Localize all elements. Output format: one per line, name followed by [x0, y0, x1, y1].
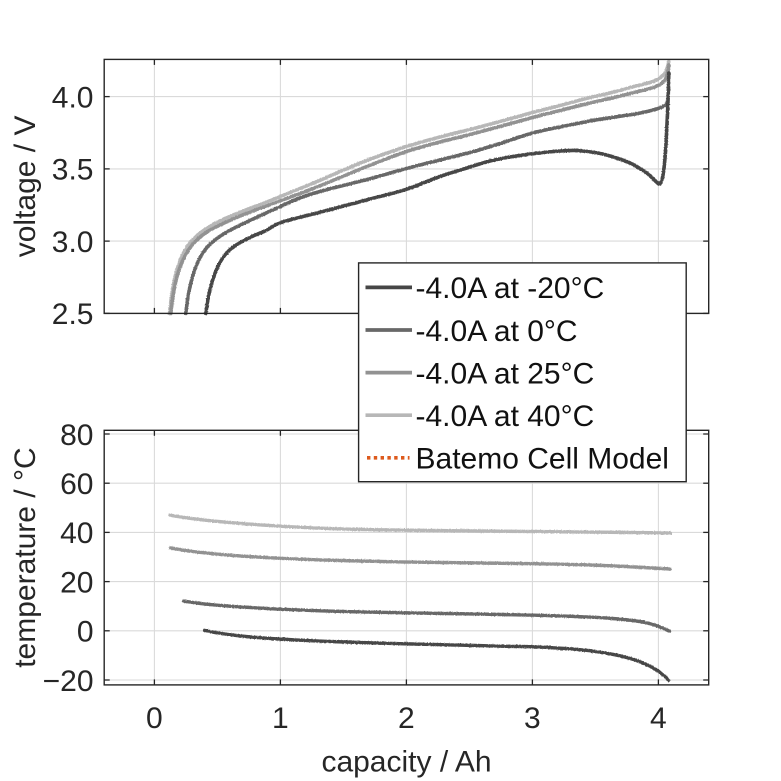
svg-text:-4.0A at -20°C: -4.0A at -20°C	[416, 272, 605, 305]
svg-text:4: 4	[650, 702, 667, 735]
svg-text:voltage / V: voltage / V	[9, 116, 42, 258]
svg-text:4.0: 4.0	[52, 81, 94, 114]
svg-text:3.0: 3.0	[52, 226, 94, 259]
svg-text:Batemo Cell Model: Batemo Cell Model	[416, 443, 669, 476]
svg-text:-4.0A at 0°C: -4.0A at 0°C	[416, 315, 578, 348]
svg-text:20: 20	[60, 566, 93, 599]
svg-text:1: 1	[272, 702, 289, 735]
svg-text:2.5: 2.5	[52, 298, 94, 331]
svg-text:3.5: 3.5	[52, 154, 94, 187]
svg-text:80: 80	[60, 419, 93, 452]
svg-text:40: 40	[60, 517, 93, 550]
svg-text:capacity / Ah: capacity / Ah	[321, 746, 491, 779]
svg-text:3: 3	[524, 702, 541, 735]
svg-text:temperature / °C: temperature / °C	[9, 447, 42, 667]
svg-text:-4.0A at 25°C: -4.0A at 25°C	[416, 357, 595, 390]
svg-text:0: 0	[77, 616, 94, 649]
svg-text:2: 2	[398, 702, 415, 735]
svg-text:-4.0A at 40°C: -4.0A at 40°C	[416, 400, 595, 433]
svg-text:0: 0	[146, 702, 163, 735]
svg-text:−20: −20	[43, 665, 94, 698]
svg-text:60: 60	[60, 468, 93, 501]
